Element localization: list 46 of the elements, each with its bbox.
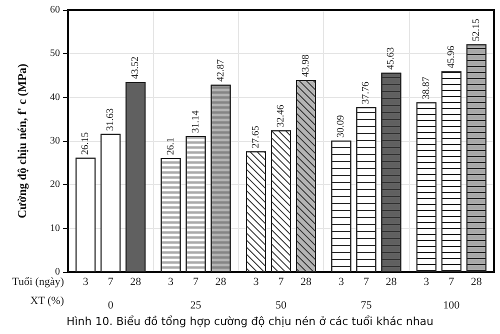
- data-label: 52.15: [470, 18, 482, 42]
- data-label: 26.1: [165, 138, 176, 156]
- text: 7: [278, 276, 284, 288]
- data-label: 31.63: [105, 108, 116, 131]
- x-tick-label: 75: [360, 300, 372, 312]
- data-label: 45.63: [386, 47, 397, 70]
- data-label: 26.15: [80, 132, 92, 155]
- series-label: 3: [82, 276, 89, 288]
- text: 28: [215, 276, 226, 288]
- y-tick-label: 30: [50, 136, 60, 146]
- y-tick-label: 50: [50, 48, 60, 60]
- data-label: 30.09: [336, 115, 347, 138]
- text: 3: [253, 276, 259, 288]
- text: 3: [168, 276, 174, 288]
- text: 3: [424, 276, 430, 288]
- x-tick-label: 0: [108, 300, 114, 312]
- x-tick-label: 100: [443, 300, 460, 312]
- x-axis-title: XT (%): [30, 295, 64, 307]
- data-label: 43.98: [300, 54, 312, 77]
- x-tick-label: 50: [276, 300, 287, 312]
- data-label: 32.46: [276, 104, 286, 128]
- y-tick-label: 0: [55, 266, 60, 278]
- y-tick-label: 60: [50, 4, 60, 16]
- y-tick-label: 40: [50, 92, 60, 103]
- text: 28: [386, 276, 397, 288]
- text: Hình 10. Biểu đồ tổng hợp cường độ chịu nén ở các tuổi khác nhau: [66, 315, 434, 328]
- text: 7: [448, 276, 454, 288]
- data-label: 45.96: [446, 46, 457, 68]
- y-tick-label: 10: [50, 222, 60, 234]
- text: 7: [193, 276, 199, 288]
- text: 28: [470, 276, 482, 288]
- y-axis-title: Cường độ chịu nén, f' c (MPa): [15, 64, 29, 218]
- text: 3: [338, 276, 344, 288]
- series-label: 28: [130, 276, 142, 288]
- data-label: 37.76: [360, 82, 372, 104]
- text: 7: [363, 276, 369, 288]
- y-tick-label: 20: [50, 179, 60, 190]
- data-label: 31.14: [190, 110, 202, 134]
- text: 28: [300, 276, 312, 288]
- data-label: 42.87: [215, 59, 226, 82]
- series-label: 7: [108, 276, 114, 288]
- x-tick-label: 25: [190, 300, 202, 312]
- data-label: 43.52: [130, 56, 142, 79]
- data-label: 27.65: [250, 126, 262, 148]
- data-label: 38.87: [420, 76, 432, 100]
- text: Tuổi (ngày): [12, 276, 64, 288]
